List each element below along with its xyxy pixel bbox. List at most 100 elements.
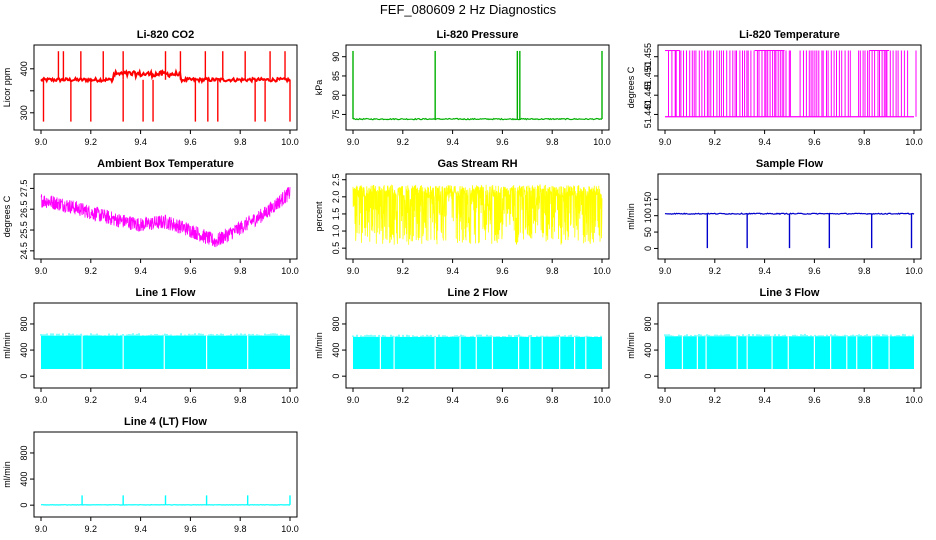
x-tick-label: 10.0 <box>281 524 299 534</box>
x-axis: 9.0 9.2 9.4 9.6 9.8 10.0 <box>659 388 923 405</box>
y-tick-label: 150 <box>643 192 653 207</box>
x-tick-label: 9.6 <box>184 524 197 534</box>
series <box>664 212 915 249</box>
x-tick-label: 9.0 <box>35 137 48 147</box>
panel-title: Line 2 Flow <box>448 287 508 299</box>
x-tick-label: 9.4 <box>758 137 771 147</box>
x-tick-label: 9.0 <box>35 266 48 276</box>
x-axis: 9.0 9.2 9.4 9.6 9.8 10.0 <box>347 130 611 147</box>
panel-title: Li-820 Temperature <box>739 29 840 41</box>
y-tick-label: 400 <box>19 61 29 76</box>
plot-frame <box>33 173 298 260</box>
y-tick-label: 0 <box>19 374 29 379</box>
y-tick-label: 400 <box>19 472 29 487</box>
x-tick-label: 9.8 <box>858 395 871 405</box>
panel-2: Li-820 Pressure kPa 9.0 9.2 9.4 9.6 9.8 10.0 75 8… <box>314 29 611 147</box>
series-band <box>41 335 290 369</box>
x-tick-label: 9.0 <box>35 524 48 534</box>
y-tick-label: 51.440 <box>643 101 653 129</box>
series-band <box>665 336 914 369</box>
x-tick-label: 9.4 <box>446 137 459 147</box>
x-tick-label: 9.2 <box>85 395 98 405</box>
panel-title: Gas Stream RH <box>437 158 517 170</box>
y-tick-label: 0 <box>19 503 29 508</box>
x-tick-label: 9.6 <box>184 395 197 405</box>
y-tick-label: 800 <box>19 445 29 460</box>
plot-frame <box>345 302 610 389</box>
y-tick-label: 300 <box>19 105 29 120</box>
y-axis-label: ml/min <box>2 332 12 359</box>
series-edge <box>664 333 914 337</box>
plot-frame <box>657 44 922 131</box>
y-axis: 24.5 25.5 26.5 27.5 <box>19 180 34 260</box>
y-tick-label: 80 <box>331 90 341 100</box>
panel-title: Line 1 Flow <box>136 287 196 299</box>
y-tick-label: 90 <box>331 52 341 62</box>
y-tick-label: 400 <box>331 343 341 358</box>
x-axis: 9.0 9.2 9.4 9.6 9.8 10.0 <box>35 388 299 405</box>
x-tick-label: 9.2 <box>397 395 410 405</box>
x-axis: 9.0 9.2 9.4 9.6 9.8 10.0 <box>347 388 611 405</box>
y-axis-label: degrees C <box>626 66 636 108</box>
y-tick-label: 800 <box>643 316 653 331</box>
y-tick-label: 27.5 <box>19 180 29 198</box>
y-axis-label: ml/min <box>626 203 636 230</box>
x-tick-label: 9.4 <box>134 266 147 276</box>
figure-title: FEF_080609 2 Hz Diagnostics <box>380 2 557 17</box>
panel-5: Gas Stream RH percent 9.0 9.2 9.4 9.6 9.8 10.0 0… <box>314 158 611 276</box>
y-tick-label: 2.5 <box>331 173 341 186</box>
series <box>665 50 917 118</box>
series-toggles <box>668 50 917 117</box>
y-tick-label: 0 <box>643 374 653 379</box>
x-tick-label: 9.2 <box>397 266 410 276</box>
series <box>352 50 603 121</box>
x-tick-label: 9.6 <box>496 395 509 405</box>
panel-6: Sample Flow ml/min 9.0 9.2 9.4 9.6 9.8 10.0 0 50 1… <box>626 158 923 276</box>
y-axis-label: kPa <box>314 80 324 96</box>
panel-1: Li-820 CO2 Licor ppm 9.0 9.2 9.4 9.6 9.8 10.0 30… <box>2 29 299 147</box>
plot-frame <box>345 173 610 260</box>
series <box>352 334 602 369</box>
series <box>352 183 603 245</box>
x-tick-label: 9.4 <box>446 395 459 405</box>
x-tick-label: 9.6 <box>496 137 509 147</box>
y-tick-label: 400 <box>19 343 29 358</box>
y-tick-label: 0 <box>643 246 653 251</box>
x-tick-label: 9.8 <box>546 395 559 405</box>
y-axis: 300 400 <box>19 61 34 120</box>
x-tick-label: 10.0 <box>593 395 611 405</box>
x-tick-label: 9.2 <box>709 395 722 405</box>
plot-frame <box>657 302 922 389</box>
y-tick-label: 85 <box>331 71 341 81</box>
y-tick-label: 51.450 <box>643 62 653 90</box>
panel-title: Line 4 (LT) Flow <box>124 416 207 428</box>
x-tick-label: 9.8 <box>234 524 247 534</box>
x-tick-label: 9.0 <box>659 266 672 276</box>
y-axis-label: degrees C <box>2 195 12 237</box>
series-line <box>352 117 602 121</box>
y-tick-label: 1.0 <box>331 225 341 238</box>
series-line <box>40 187 291 248</box>
y-tick-label: 800 <box>331 316 341 331</box>
x-tick-label: 10.0 <box>281 395 299 405</box>
y-axis: 0 400 800 <box>19 316 34 379</box>
x-tick-label: 9.2 <box>709 266 722 276</box>
x-tick-label: 9.6 <box>808 395 821 405</box>
x-tick-label: 9.2 <box>85 137 98 147</box>
y-tick-label: 50 <box>643 227 653 237</box>
x-tick-label: 9.0 <box>347 395 360 405</box>
x-tick-label: 9.4 <box>134 524 147 534</box>
x-tick-label: 9.4 <box>134 395 147 405</box>
x-axis: 9.0 9.2 9.4 9.6 9.8 10.0 <box>35 130 299 147</box>
panel-title: Line 3 Flow <box>760 287 820 299</box>
y-tick-label: 24.5 <box>19 242 29 260</box>
y-tick-label: 2.0 <box>331 191 341 204</box>
x-tick-label: 10.0 <box>593 266 611 276</box>
x-tick-label: 10.0 <box>905 266 923 276</box>
y-tick-label: 1.5 <box>331 208 341 221</box>
x-tick-label: 9.0 <box>35 395 48 405</box>
x-tick-label: 9.6 <box>808 137 821 147</box>
